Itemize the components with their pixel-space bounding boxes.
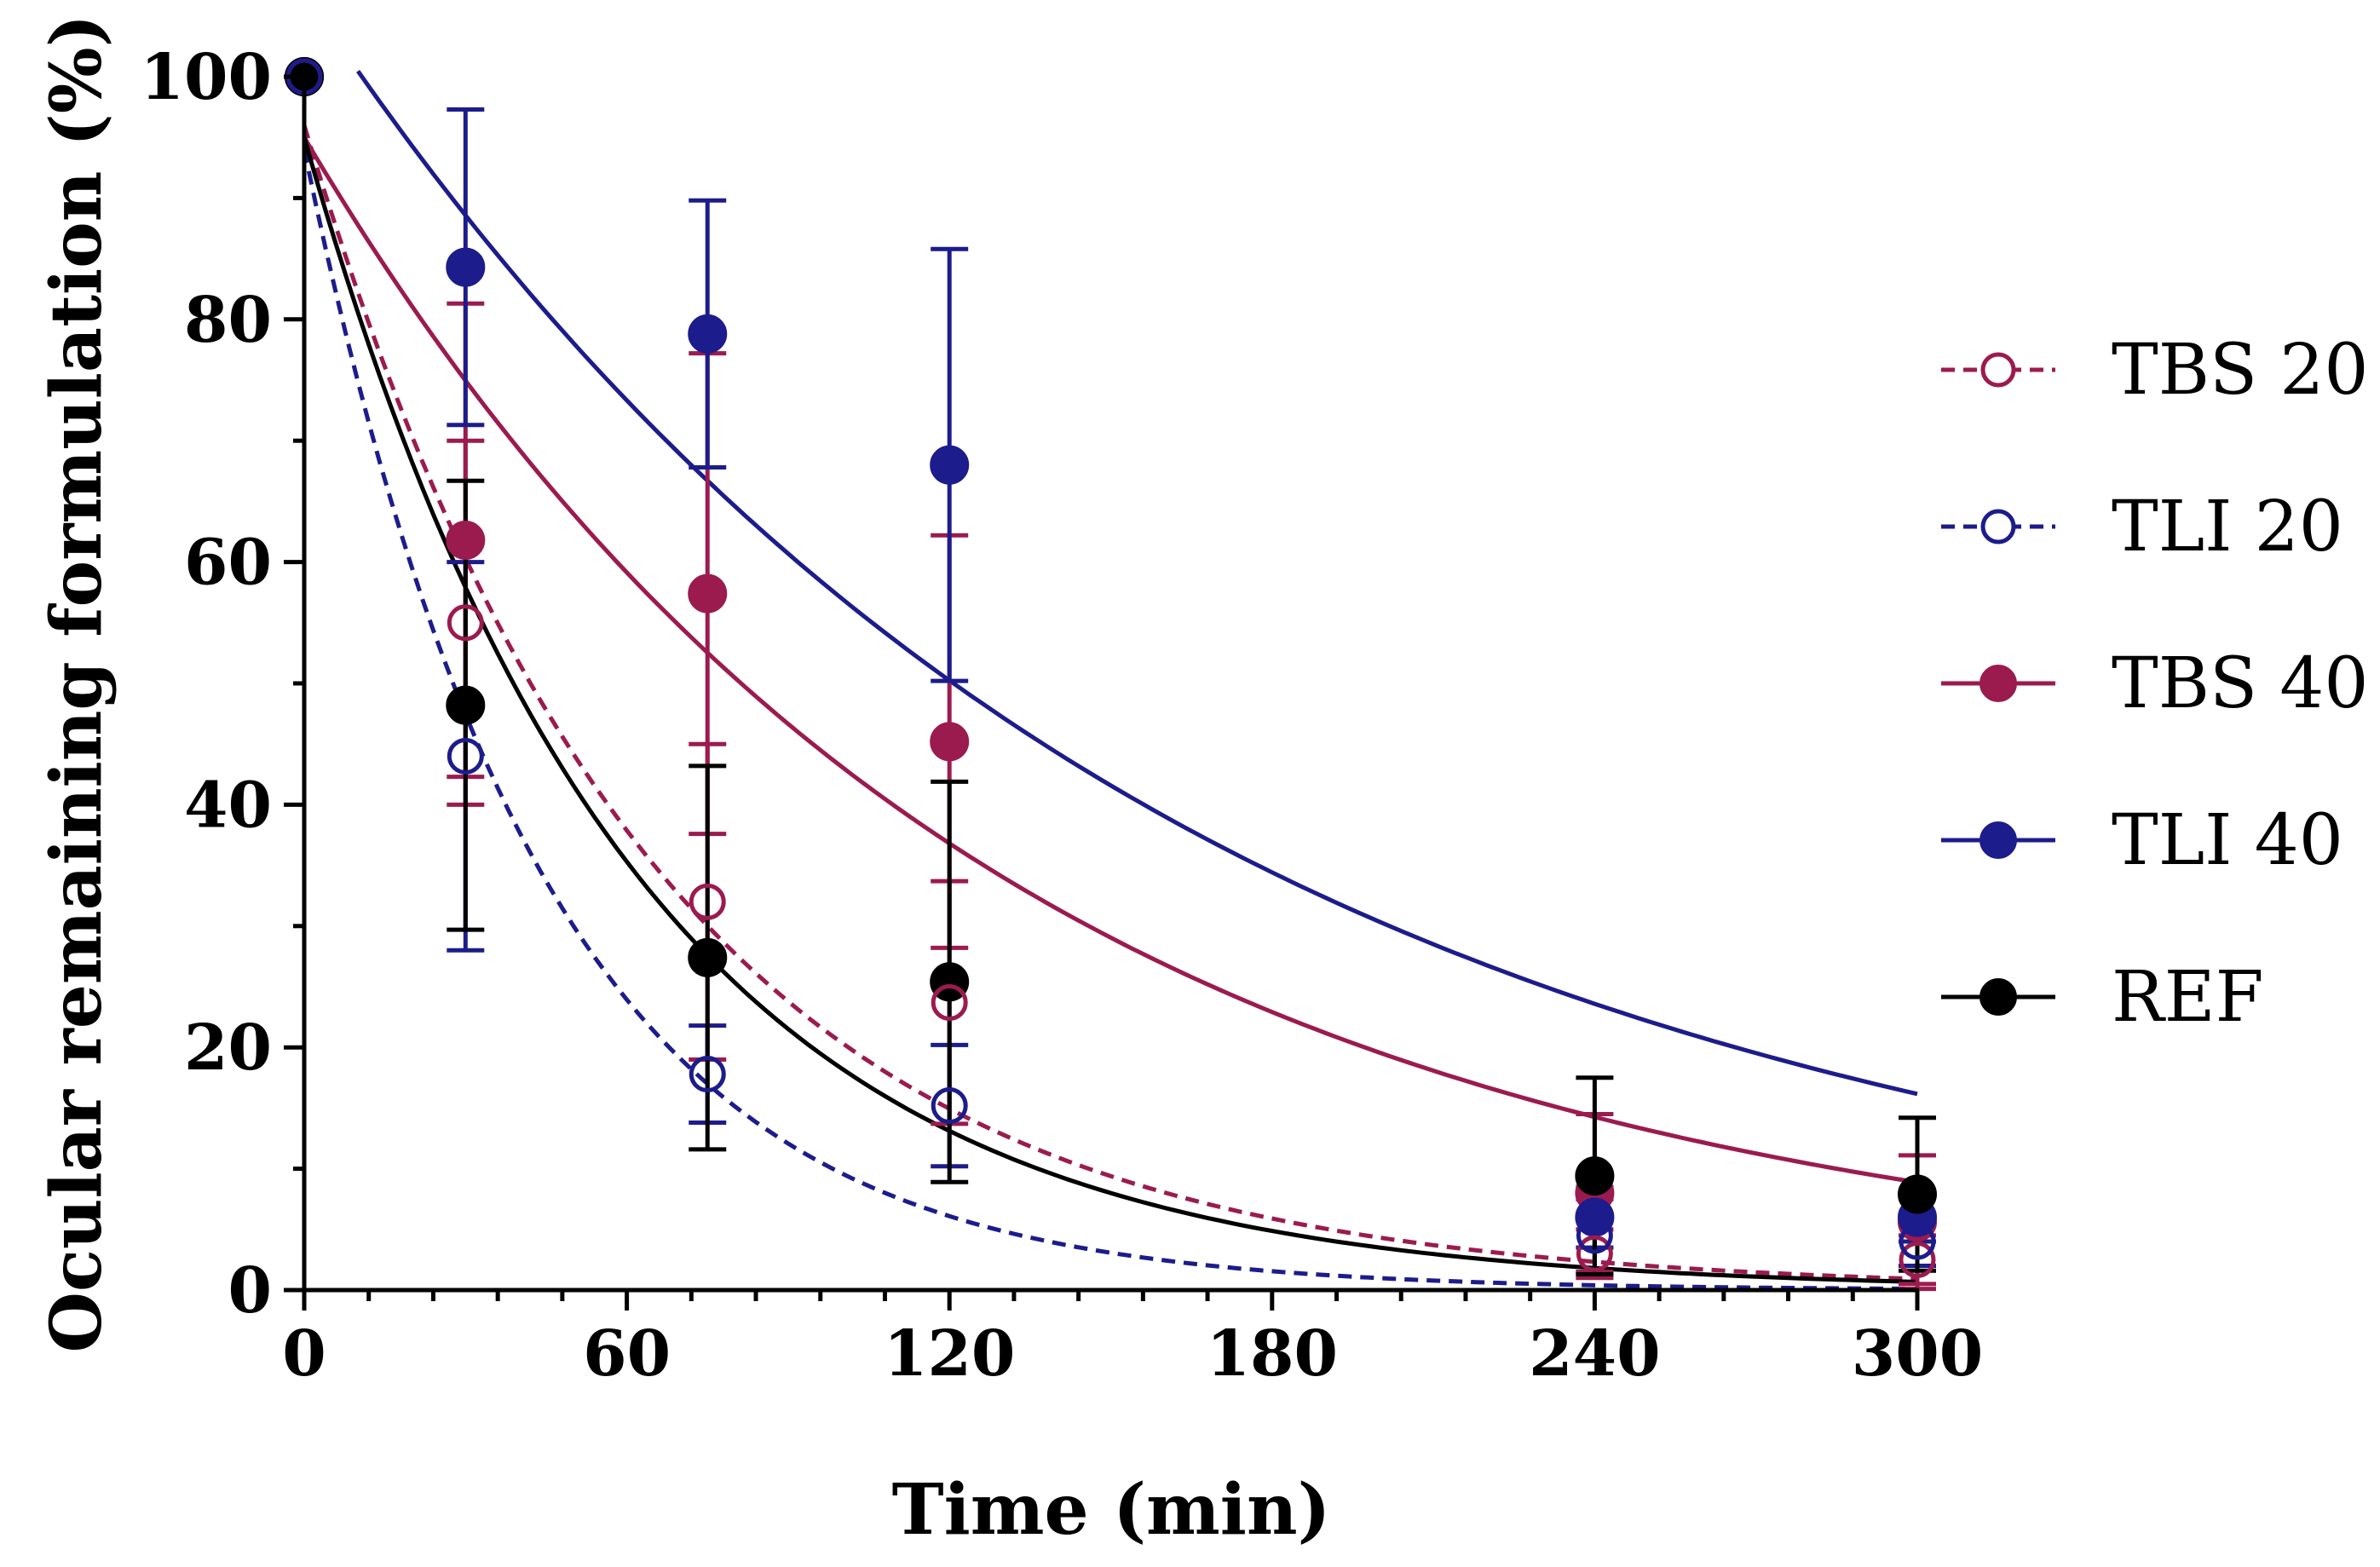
point-tli-20 <box>447 737 484 775</box>
point-tli-20 <box>689 1056 726 1093</box>
legend-marker-tli-40 <box>1979 821 2017 859</box>
legend-marker-ref <box>1979 978 2017 1016</box>
point-ref <box>688 937 728 977</box>
point-tli-20 <box>1576 1217 1613 1254</box>
legend-label-ref: REF <box>2112 957 2264 1038</box>
fit-line-ref <box>302 136 1918 1284</box>
point-tbs-40 <box>446 520 486 560</box>
y-axis-title: Ocular remaining formulation (%) <box>36 14 118 1353</box>
y-tick-label: 100 <box>141 41 272 114</box>
point-ref <box>1898 1174 1937 1214</box>
x-ticks: 0 60 120 180 240 300 <box>282 1290 1983 1391</box>
axes <box>302 77 1919 1293</box>
x-axis-title: Time (min) <box>892 1469 1331 1551</box>
x-tick-label: 60 <box>583 1317 671 1391</box>
legend-label-tbs-40: TBS 40 <box>2112 643 2369 724</box>
x-tick-label: 0 <box>282 1317 326 1391</box>
legend-marker-tbs-40 <box>1979 665 2017 702</box>
fit-line-tbs-20 <box>302 124 1918 1282</box>
point-tbs-20 <box>447 604 484 642</box>
point-tbs-20 <box>931 984 968 1022</box>
legend-marker-tbs-20 <box>1980 352 2016 388</box>
data-points <box>285 57 1937 1278</box>
x-tick-label: 240 <box>1529 1317 1660 1391</box>
point-tbs-20 <box>1576 1235 1613 1272</box>
error-bars <box>447 107 1936 1292</box>
fit-line-tli-40 <box>356 69 1918 1097</box>
y-tick-label: 80 <box>184 284 272 357</box>
point-tli-20 <box>931 1087 968 1125</box>
point-ref <box>446 685 486 725</box>
point-tbs-40 <box>930 722 970 762</box>
x-tick-label: 120 <box>884 1317 1015 1391</box>
legend-label-tli-40: TLI 40 <box>2112 800 2343 881</box>
legend-label-tli-20: TLI 20 <box>2112 487 2343 567</box>
point-ref <box>1575 1156 1615 1196</box>
x-tick-label: 180 <box>1207 1317 1338 1391</box>
legend-marker-tli-20 <box>1980 509 2016 544</box>
point-tli-40 <box>446 247 486 287</box>
y-tick-label: 20 <box>184 1011 272 1085</box>
point-tbs-20 <box>1899 1241 1936 1278</box>
point-tli-40 <box>930 445 970 485</box>
point-tbs-20 <box>689 883 726 920</box>
y-tick-label: 40 <box>184 769 272 842</box>
point-tli-40 <box>688 314 728 354</box>
y-ticks: 0 20 40 60 80 100 <box>141 41 304 1328</box>
fit-line-tli-20 <box>302 148 1918 1292</box>
legend-label-tbs-20: TBS 20 <box>2112 330 2369 411</box>
x-tick-label: 300 <box>1852 1317 1983 1391</box>
fit-curves <box>302 69 1918 1292</box>
point-tli-20 <box>1899 1223 1936 1260</box>
point-tbs-40 <box>688 573 728 614</box>
y-tick-label: 0 <box>228 1254 273 1328</box>
fit-line-tbs-40 <box>302 135 1918 1184</box>
legend: TBS 20 TLI 20 TBS 40 TLI 40 REF <box>1941 330 2369 1038</box>
y-tick-label: 60 <box>184 527 272 600</box>
